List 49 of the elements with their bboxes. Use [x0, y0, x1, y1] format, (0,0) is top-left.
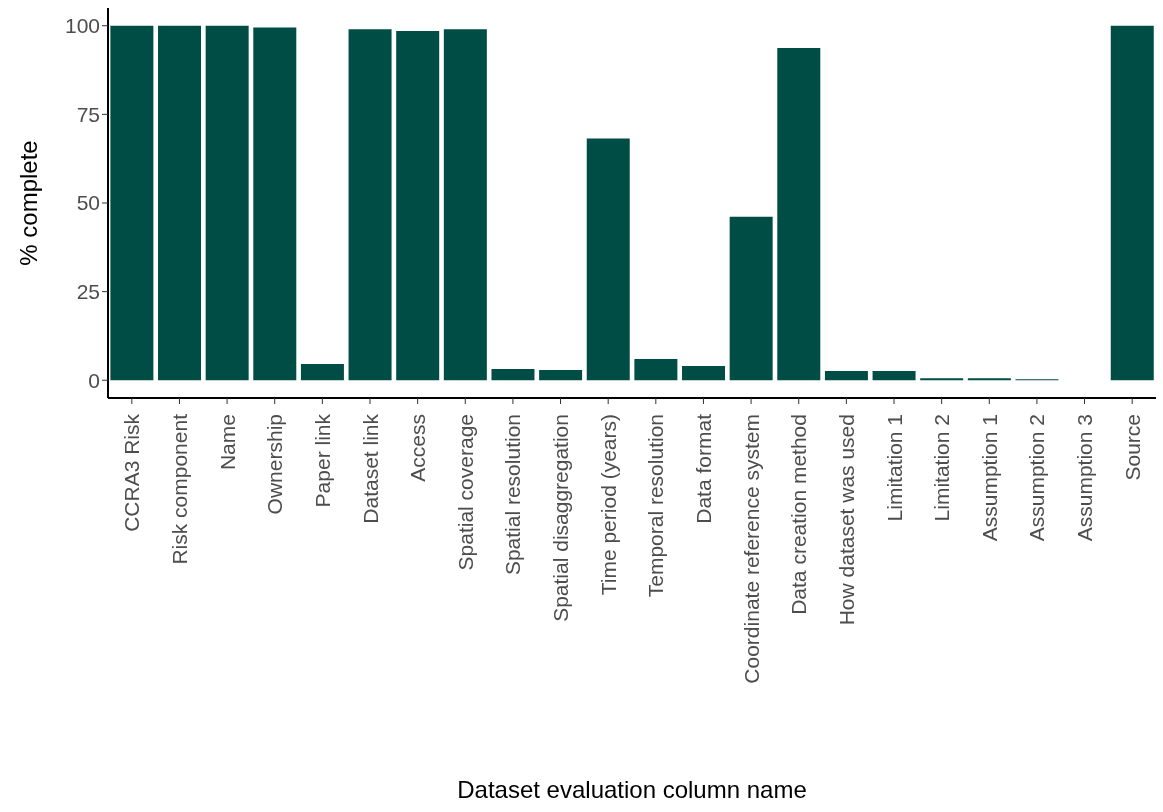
x-tick-label: Coordinate reference system	[739, 414, 763, 684]
x-tick-label: Spatial disaggregation	[549, 414, 573, 622]
y-tick-label: 75	[76, 102, 100, 126]
bar	[443, 29, 487, 381]
bar	[205, 25, 249, 381]
bar	[777, 48, 821, 381]
x-tick-label: Assumption 1	[977, 414, 1001, 542]
bar	[872, 371, 916, 381]
x-tick-label: Temporal resolution	[644, 414, 668, 598]
y-tick-label: 50	[76, 191, 100, 215]
x-tick-label: Spatial resolution	[501, 414, 525, 576]
x-tick-label: Data format	[691, 413, 715, 524]
x-tick-label: Source	[1120, 414, 1144, 481]
x-tick-label: Risk component	[167, 413, 191, 565]
x-tick-label: Dataset link	[358, 413, 382, 524]
y-tick-label: 0	[88, 368, 100, 392]
y-tick-label: 25	[76, 280, 100, 304]
bar	[396, 31, 440, 381]
bar	[110, 25, 154, 381]
bar	[348, 29, 392, 381]
x-tick-label: Data creation method	[787, 414, 811, 615]
x-tick-label: Time period (years)	[596, 414, 620, 596]
bar	[682, 366, 726, 381]
x-tick-label: Assumption 2	[1025, 414, 1049, 542]
x-tick-label: CCRA3 Risk	[120, 413, 144, 532]
x-tick-label: Ownership	[263, 414, 287, 515]
x-tick-label: Access	[406, 414, 430, 482]
bar	[300, 363, 344, 381]
bar	[824, 371, 868, 381]
bar	[634, 359, 678, 381]
x-tick-label: Limitation 2	[930, 414, 954, 522]
x-tick-label: Name	[215, 414, 239, 471]
bar	[920, 378, 964, 381]
bar	[253, 27, 297, 381]
x-tick-label: How dataset was used	[834, 414, 858, 626]
x-tick-label: Paper link	[310, 413, 334, 508]
y-axis-title: % complete	[14, 140, 42, 266]
bar	[586, 138, 630, 381]
bar	[491, 368, 535, 381]
x-tick-label: Assumption 3	[1073, 414, 1097, 542]
x-tick-label: Spatial coverage	[453, 414, 477, 571]
bar	[967, 378, 1011, 381]
x-tick-label: Limitation 1	[882, 414, 906, 522]
x-axis-title: Dataset evaluation column name	[457, 776, 807, 803]
bar	[1110, 25, 1154, 381]
bar	[539, 369, 583, 381]
bar	[158, 25, 202, 381]
y-tick-label: 100	[64, 14, 100, 38]
bar	[729, 216, 773, 381]
